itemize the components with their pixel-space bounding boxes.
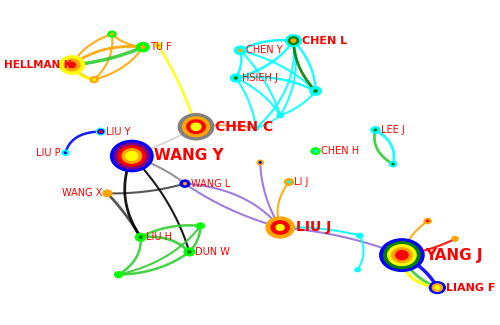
Text: LIU Y: LIU Y [106, 127, 130, 136]
Circle shape [355, 268, 360, 272]
Circle shape [136, 233, 146, 241]
Circle shape [191, 123, 201, 130]
Text: LIU H: LIU H [146, 232, 172, 242]
Circle shape [432, 284, 442, 292]
Circle shape [108, 31, 116, 37]
Circle shape [314, 90, 317, 92]
Circle shape [103, 190, 112, 197]
Circle shape [435, 286, 440, 289]
Circle shape [276, 225, 284, 230]
Text: WANG L: WANG L [190, 179, 230, 188]
Circle shape [136, 43, 149, 52]
Circle shape [424, 218, 431, 224]
Circle shape [90, 77, 98, 83]
Text: HELLMAN K: HELLMAN K [4, 60, 72, 70]
Circle shape [257, 160, 264, 165]
Circle shape [452, 237, 458, 241]
Circle shape [357, 233, 363, 238]
Circle shape [314, 150, 317, 152]
Circle shape [111, 33, 113, 35]
Circle shape [184, 248, 194, 256]
Circle shape [384, 242, 420, 268]
Circle shape [234, 77, 238, 79]
Circle shape [390, 162, 396, 167]
Text: CHEN C: CHEN C [214, 120, 272, 134]
Circle shape [62, 150, 69, 155]
Circle shape [114, 143, 149, 169]
Circle shape [93, 79, 96, 81]
Circle shape [286, 35, 302, 46]
Circle shape [60, 56, 84, 74]
Circle shape [158, 45, 159, 46]
Circle shape [182, 117, 210, 136]
Circle shape [234, 46, 246, 55]
Circle shape [426, 220, 428, 222]
Circle shape [100, 131, 102, 133]
Circle shape [288, 181, 290, 183]
Circle shape [196, 223, 204, 229]
Circle shape [184, 183, 186, 185]
Circle shape [430, 282, 446, 293]
Circle shape [284, 179, 294, 185]
Circle shape [392, 163, 394, 165]
Circle shape [110, 140, 153, 172]
Circle shape [141, 46, 144, 48]
Circle shape [98, 130, 103, 134]
Circle shape [380, 239, 424, 271]
Circle shape [260, 162, 261, 163]
Circle shape [388, 245, 416, 266]
Circle shape [68, 62, 75, 68]
Circle shape [126, 152, 138, 160]
Circle shape [271, 221, 289, 234]
Circle shape [118, 146, 146, 166]
Text: LIANG F: LIANG F [446, 283, 496, 292]
Circle shape [396, 251, 408, 260]
Circle shape [178, 114, 214, 140]
Circle shape [139, 236, 142, 238]
Text: LEE J: LEE J [380, 125, 404, 135]
Circle shape [187, 120, 205, 134]
Text: CHEN L: CHEN L [302, 36, 348, 46]
Text: WANG Y: WANG Y [154, 149, 224, 163]
Text: TU F: TU F [150, 42, 172, 52]
Text: LIU P: LIU P [36, 148, 61, 158]
Circle shape [291, 39, 296, 42]
Text: LIU J: LIU J [296, 220, 331, 235]
Circle shape [96, 128, 105, 135]
Text: LI J: LI J [294, 177, 308, 187]
Text: DUN W: DUN W [195, 247, 230, 257]
Text: CHEN H: CHEN H [321, 146, 359, 156]
Circle shape [180, 180, 190, 187]
Circle shape [266, 217, 294, 238]
Circle shape [288, 37, 298, 45]
Circle shape [277, 113, 283, 118]
Circle shape [374, 129, 376, 131]
Text: CHEN Y: CHEN Y [246, 46, 283, 55]
Circle shape [371, 127, 380, 133]
Circle shape [311, 148, 320, 154]
Circle shape [238, 49, 242, 52]
Circle shape [156, 43, 162, 48]
Text: WANG X: WANG X [62, 188, 102, 198]
Circle shape [310, 87, 322, 95]
Text: HSIEH J: HSIEH J [242, 73, 278, 83]
Circle shape [122, 149, 142, 163]
Circle shape [253, 126, 258, 130]
Circle shape [230, 74, 241, 82]
Circle shape [64, 59, 80, 71]
Circle shape [114, 272, 122, 278]
Circle shape [392, 248, 412, 263]
Circle shape [188, 251, 191, 253]
Text: YANG J: YANG J [425, 248, 482, 263]
Circle shape [64, 152, 66, 153]
